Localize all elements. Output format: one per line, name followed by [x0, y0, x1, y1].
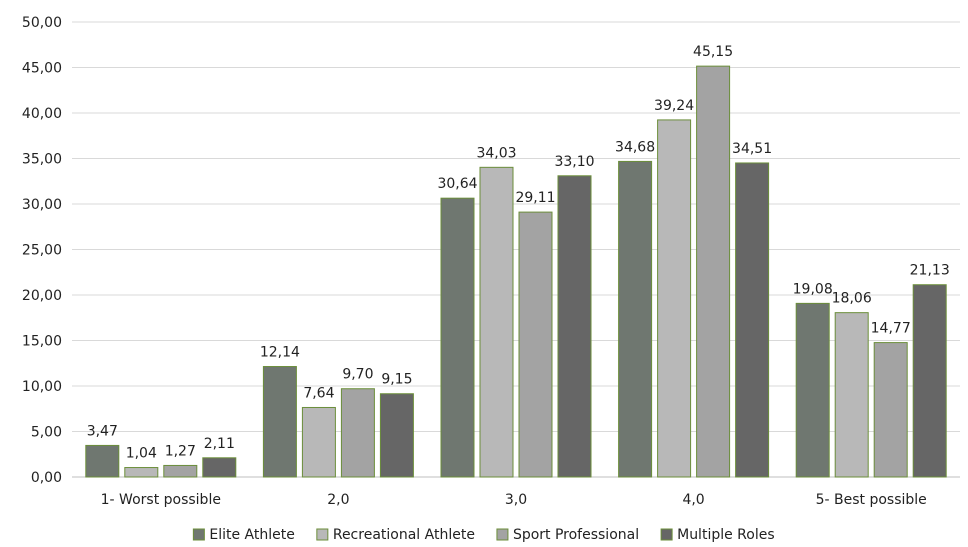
- data-label: 14,77: [871, 321, 911, 337]
- legend-label: Sport Professional: [513, 527, 639, 543]
- bar: [518, 211, 553, 478]
- x-category-label: 5- Best possible: [816, 492, 927, 508]
- legend-label: Recreational Athlete: [333, 527, 475, 543]
- bar: [301, 406, 336, 478]
- bar: [340, 388, 375, 478]
- y-tick-label: 20,00: [22, 288, 62, 304]
- bar: [124, 467, 159, 478]
- x-axis-categories: 1- Worst possible 2,0 3,0 4,0 5- Best possib…: [101, 492, 927, 508]
- bar: [557, 175, 592, 478]
- data-label: 9,15: [381, 372, 412, 388]
- data-label: 7,64: [303, 385, 334, 401]
- gridlines: [72, 21, 960, 478]
- y-tick-label: 25,00: [22, 243, 62, 259]
- bar: [163, 464, 198, 478]
- legend-label: Elite Athlete: [209, 527, 294, 543]
- bar: [262, 366, 297, 478]
- y-tick-label: 40,00: [22, 106, 62, 122]
- data-label: 34,03: [476, 145, 516, 161]
- legend-swatch: [316, 528, 329, 541]
- bar: [657, 119, 692, 478]
- data-labels: 3,47 1,04 1,27 2,11 12,14 7,64 9,70 9,15 30,64 34…: [87, 44, 950, 461]
- y-tick-label: 15,00: [22, 334, 62, 350]
- legend-label: Multiple Roles: [677, 527, 775, 543]
- data-label: 34,51: [732, 141, 772, 157]
- data-label: 33,10: [554, 154, 594, 170]
- bar: [440, 197, 475, 478]
- bar: [912, 284, 947, 478]
- x-category-label: 3,0: [505, 492, 527, 508]
- bar: [795, 302, 830, 478]
- x-category-label: 4,0: [682, 492, 704, 508]
- data-label: 2,11: [204, 436, 235, 452]
- data-label: 3,47: [87, 423, 118, 439]
- bar: [479, 166, 514, 478]
- legend-item: Multiple Roles: [660, 527, 775, 543]
- legend-swatch: [192, 528, 205, 541]
- y-tick-label: 0,00: [31, 470, 62, 486]
- legend-item: Recreational Athlete: [316, 527, 475, 543]
- x-category-label: 2,0: [327, 492, 349, 508]
- data-label: 29,11: [515, 190, 555, 206]
- x-category-label: 1- Worst possible: [101, 492, 221, 508]
- data-label: 45,15: [693, 44, 733, 60]
- legend-swatch: [496, 528, 509, 541]
- legend-item: Sport Professional: [496, 527, 639, 543]
- y-axis-ticks: 0,00 5,00 10,00 15,00 20,00 25,00 30,00 35,00 40…: [22, 15, 62, 486]
- data-label: 18,06: [832, 291, 872, 307]
- bar: [202, 457, 237, 478]
- data-label: 39,24: [654, 98, 694, 114]
- legend: Elite Athlete Recreational Athlete Sport P…: [192, 527, 775, 543]
- data-label: 34,68: [615, 139, 655, 155]
- bar: [873, 342, 908, 478]
- y-tick-label: 50,00: [22, 15, 62, 31]
- bar: [735, 162, 770, 478]
- bar: [85, 444, 120, 478]
- y-tick-label: 5,00: [31, 425, 62, 441]
- bar: [379, 393, 414, 478]
- data-label: 9,70: [342, 367, 373, 383]
- y-tick-label: 10,00: [22, 379, 62, 395]
- bar: [696, 65, 731, 478]
- data-label: 30,64: [437, 176, 477, 192]
- data-label: 1,27: [165, 443, 196, 459]
- data-label: 19,08: [793, 281, 833, 297]
- bars: [85, 65, 947, 478]
- y-tick-label: 35,00: [22, 152, 62, 168]
- data-label: 12,14: [260, 345, 300, 361]
- legend-swatch: [660, 528, 673, 541]
- data-label: 21,13: [910, 263, 950, 279]
- data-label: 1,04: [126, 446, 157, 462]
- y-tick-label: 45,00: [22, 61, 62, 77]
- legend-item: Elite Athlete: [192, 527, 295, 543]
- bar: [834, 312, 869, 478]
- y-tick-label: 30,00: [22, 197, 62, 213]
- bar: [618, 160, 653, 478]
